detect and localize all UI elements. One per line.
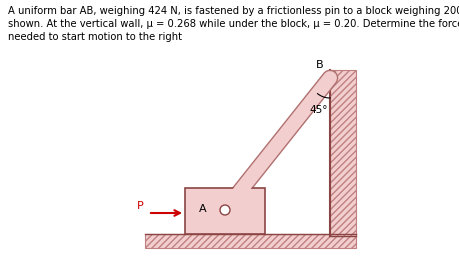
Bar <box>329 70 355 236</box>
Text: A uniform bar AB, weighing 424 N, is fastened by a frictionless pin to a block w: A uniform bar AB, weighing 424 N, is fas… <box>8 6 459 42</box>
Text: A: A <box>199 204 207 214</box>
Circle shape <box>219 205 230 215</box>
Text: 45°: 45° <box>309 105 327 115</box>
Bar <box>145 234 355 248</box>
Bar <box>185 188 264 234</box>
Text: B: B <box>315 60 323 70</box>
Text: P: P <box>137 201 144 211</box>
